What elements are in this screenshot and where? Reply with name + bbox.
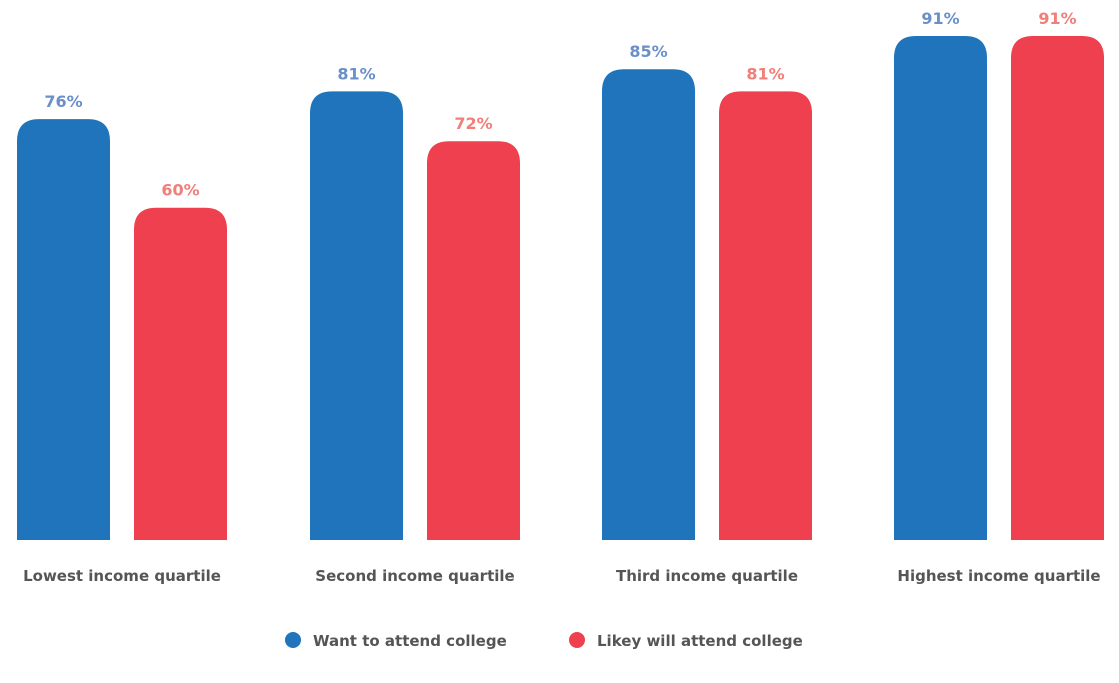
data-label: 81%	[746, 64, 784, 83]
category-label: Highest income quartile	[897, 567, 1100, 585]
bar[interactable]	[894, 36, 987, 540]
data-label: 76%	[44, 92, 82, 111]
bar[interactable]	[1011, 36, 1104, 540]
data-label: 60%	[161, 181, 199, 200]
bars-layer	[17, 36, 1104, 541]
legend-label: Likey will attend college	[597, 632, 803, 650]
bar[interactable]	[602, 69, 695, 540]
data-label: 72%	[454, 114, 492, 133]
category-label: Third income quartile	[616, 567, 798, 585]
bar[interactable]	[427, 141, 520, 540]
bar[interactable]	[17, 119, 110, 541]
legend-marker	[285, 632, 301, 648]
legend-item-0[interactable]: Want to attend college	[285, 632, 507, 650]
bar[interactable]	[719, 91, 812, 540]
legend-item-1[interactable]: Likey will attend college	[569, 632, 803, 650]
legend: Want to attend college Likey will attend…	[285, 632, 803, 650]
data-label: 81%	[337, 64, 375, 83]
category-label: Lowest income quartile	[23, 567, 221, 585]
value-labels-layer: 76% 60% 81% 72% 85% 81% 91% 91%	[44, 9, 1076, 200]
legend-label: Want to attend college	[313, 632, 507, 650]
legend-marker	[569, 632, 585, 648]
category-labels-layer: Lowest income quartile Second income quar…	[23, 567, 1101, 585]
data-label: 91%	[921, 9, 959, 28]
category-label: Second income quartile	[315, 567, 514, 585]
bar[interactable]	[310, 91, 403, 540]
data-label: 91%	[1038, 9, 1076, 28]
bar[interactable]	[134, 207, 227, 540]
data-label: 85%	[629, 42, 667, 61]
